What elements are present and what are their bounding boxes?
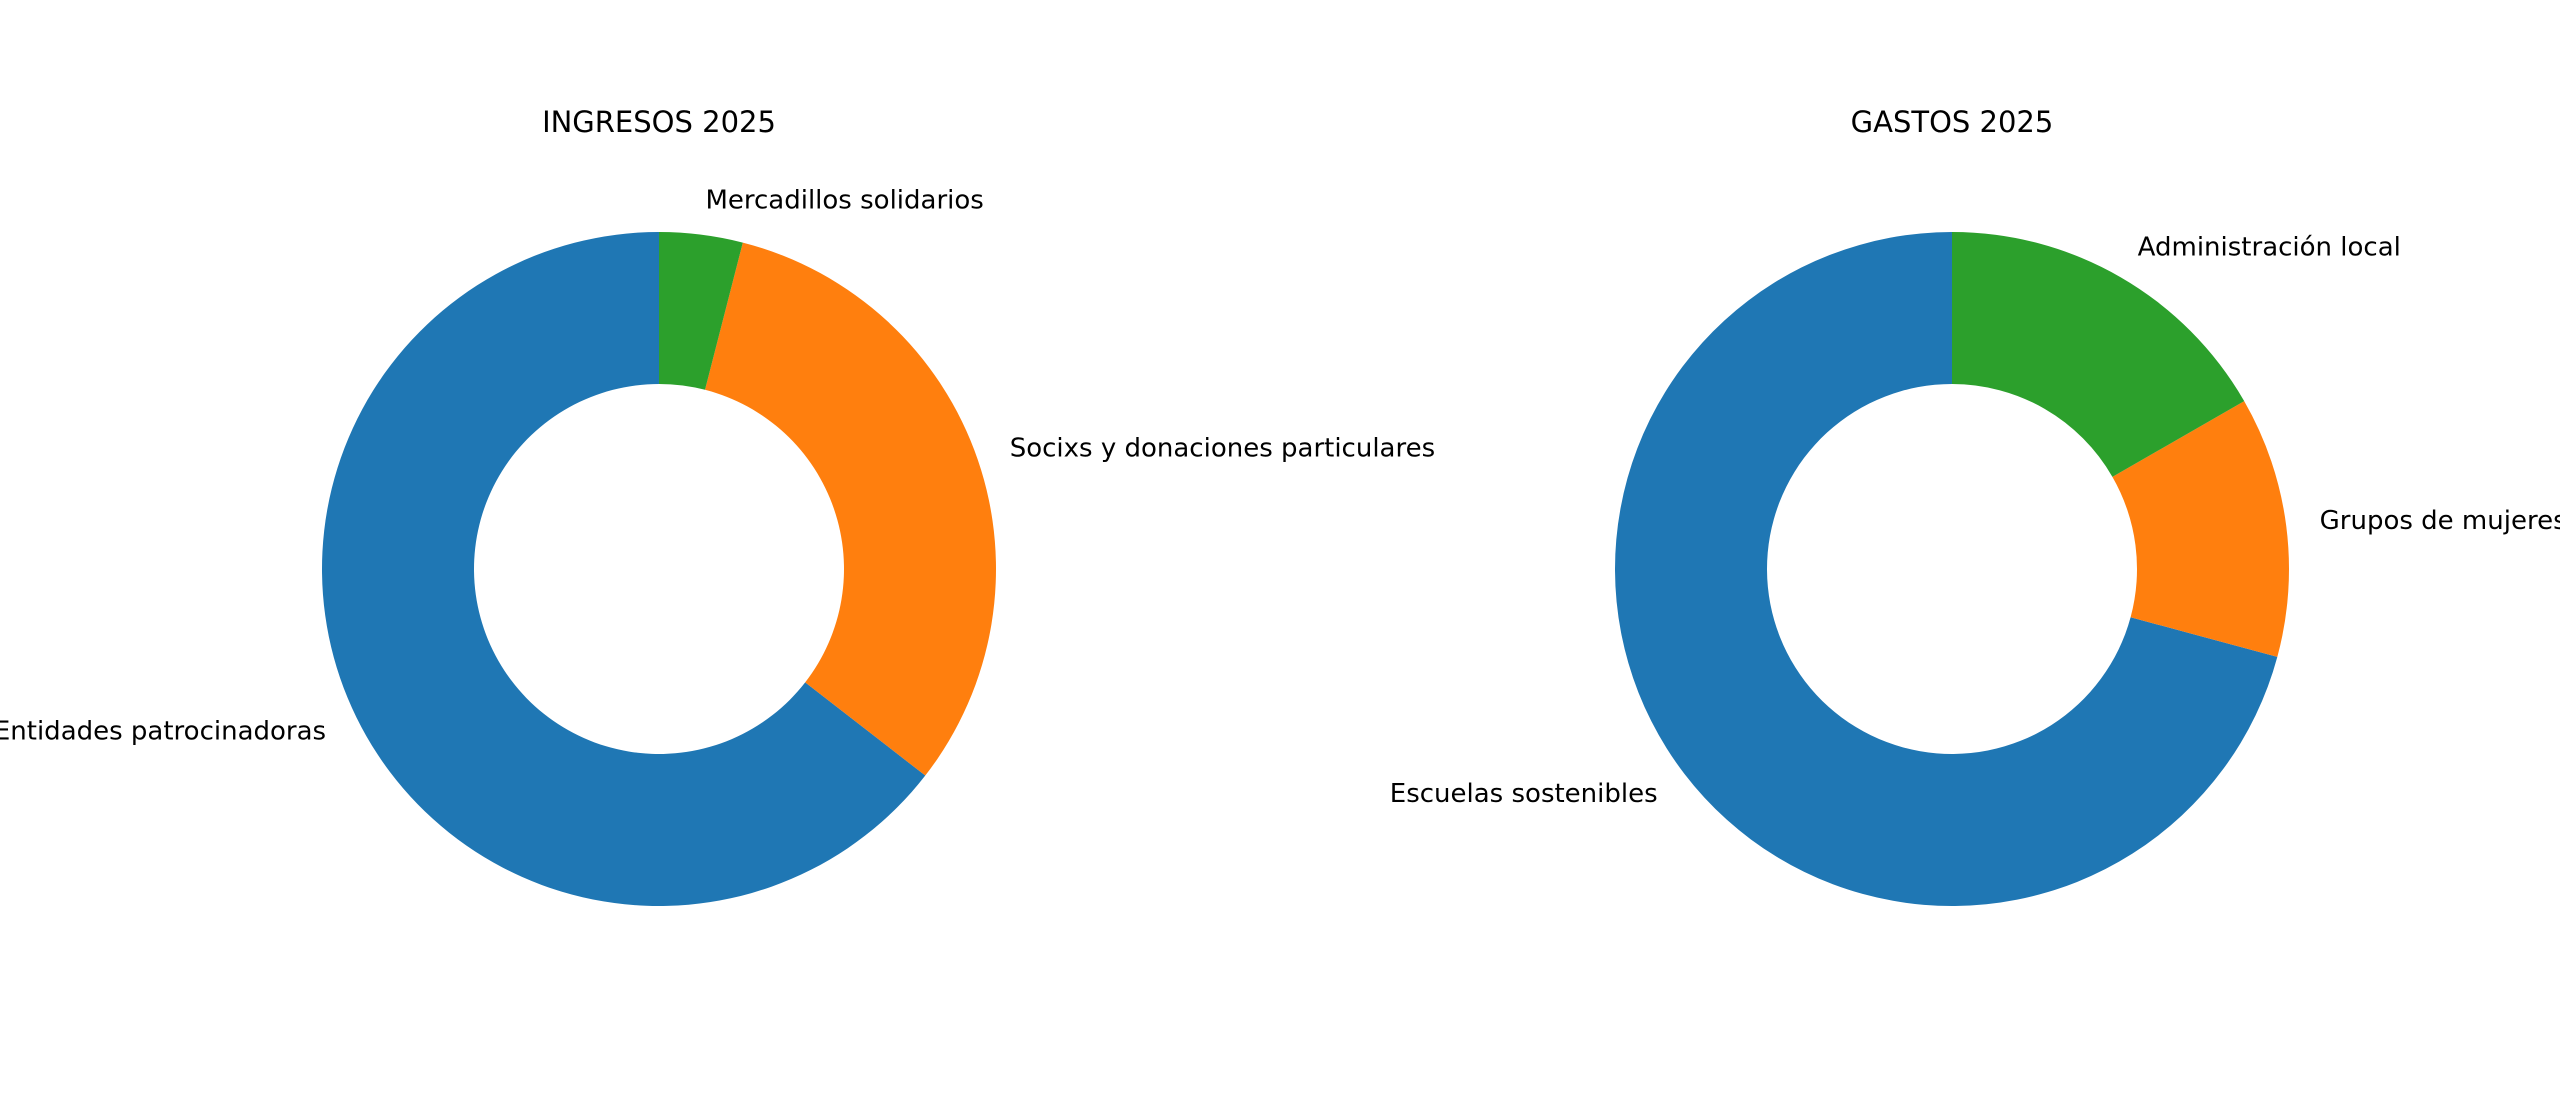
- ingresos-labels: Entidades patrocinadoras Socixs y donacio…: [0, 186, 1435, 747]
- gastos-slice-grupos-de-mujeres: [2112, 401, 2289, 657]
- gastos-label-grupos-de-mujeres: Grupos de mujeres: [2320, 506, 2560, 536]
- gastos-donut-chart: GASTOS 2025 Escuelas sostenibles Grupos d…: [1390, 105, 2560, 906]
- gastos-slices: [1615, 232, 2289, 906]
- ingresos-slice-entidades-patrocinadoras: [322, 232, 926, 906]
- ingresos-label-mercadillos-solidarios: Mercadillos solidarios: [705, 186, 983, 216]
- ingresos-slice-socixs-y-donaciones-particulares: [705, 242, 996, 776]
- ingresos-label-entidades-patrocinadoras: Entidades patrocinadoras: [0, 717, 326, 747]
- ingresos-slice-mercadillos-solidarios: [659, 232, 743, 390]
- gastos-slice-administracion-local: [1952, 232, 2245, 477]
- gastos-label-administracion-local: Administración local: [2138, 233, 2401, 263]
- gastos-labels: Escuelas sostenibles Grupos de mujeres Adm…: [1390, 233, 2560, 809]
- gastos-chart-title: GASTOS 2025: [1851, 105, 2054, 139]
- ingresos-chart-title: INGRESOS 2025: [542, 105, 776, 139]
- ingresos-donut-chart: INGRESOS 2025 Entidades patrocinadoras So…: [0, 105, 1435, 906]
- ingresos-label-socixs-y-donaciones-particulares: Socixs y donaciones particulares: [1010, 433, 1435, 463]
- gastos-slice-escuelas-sostenibles: [1615, 232, 2278, 906]
- ingresos-slices: [322, 232, 996, 906]
- gastos-label-escuelas-sostenibles: Escuelas sostenibles: [1390, 779, 1658, 809]
